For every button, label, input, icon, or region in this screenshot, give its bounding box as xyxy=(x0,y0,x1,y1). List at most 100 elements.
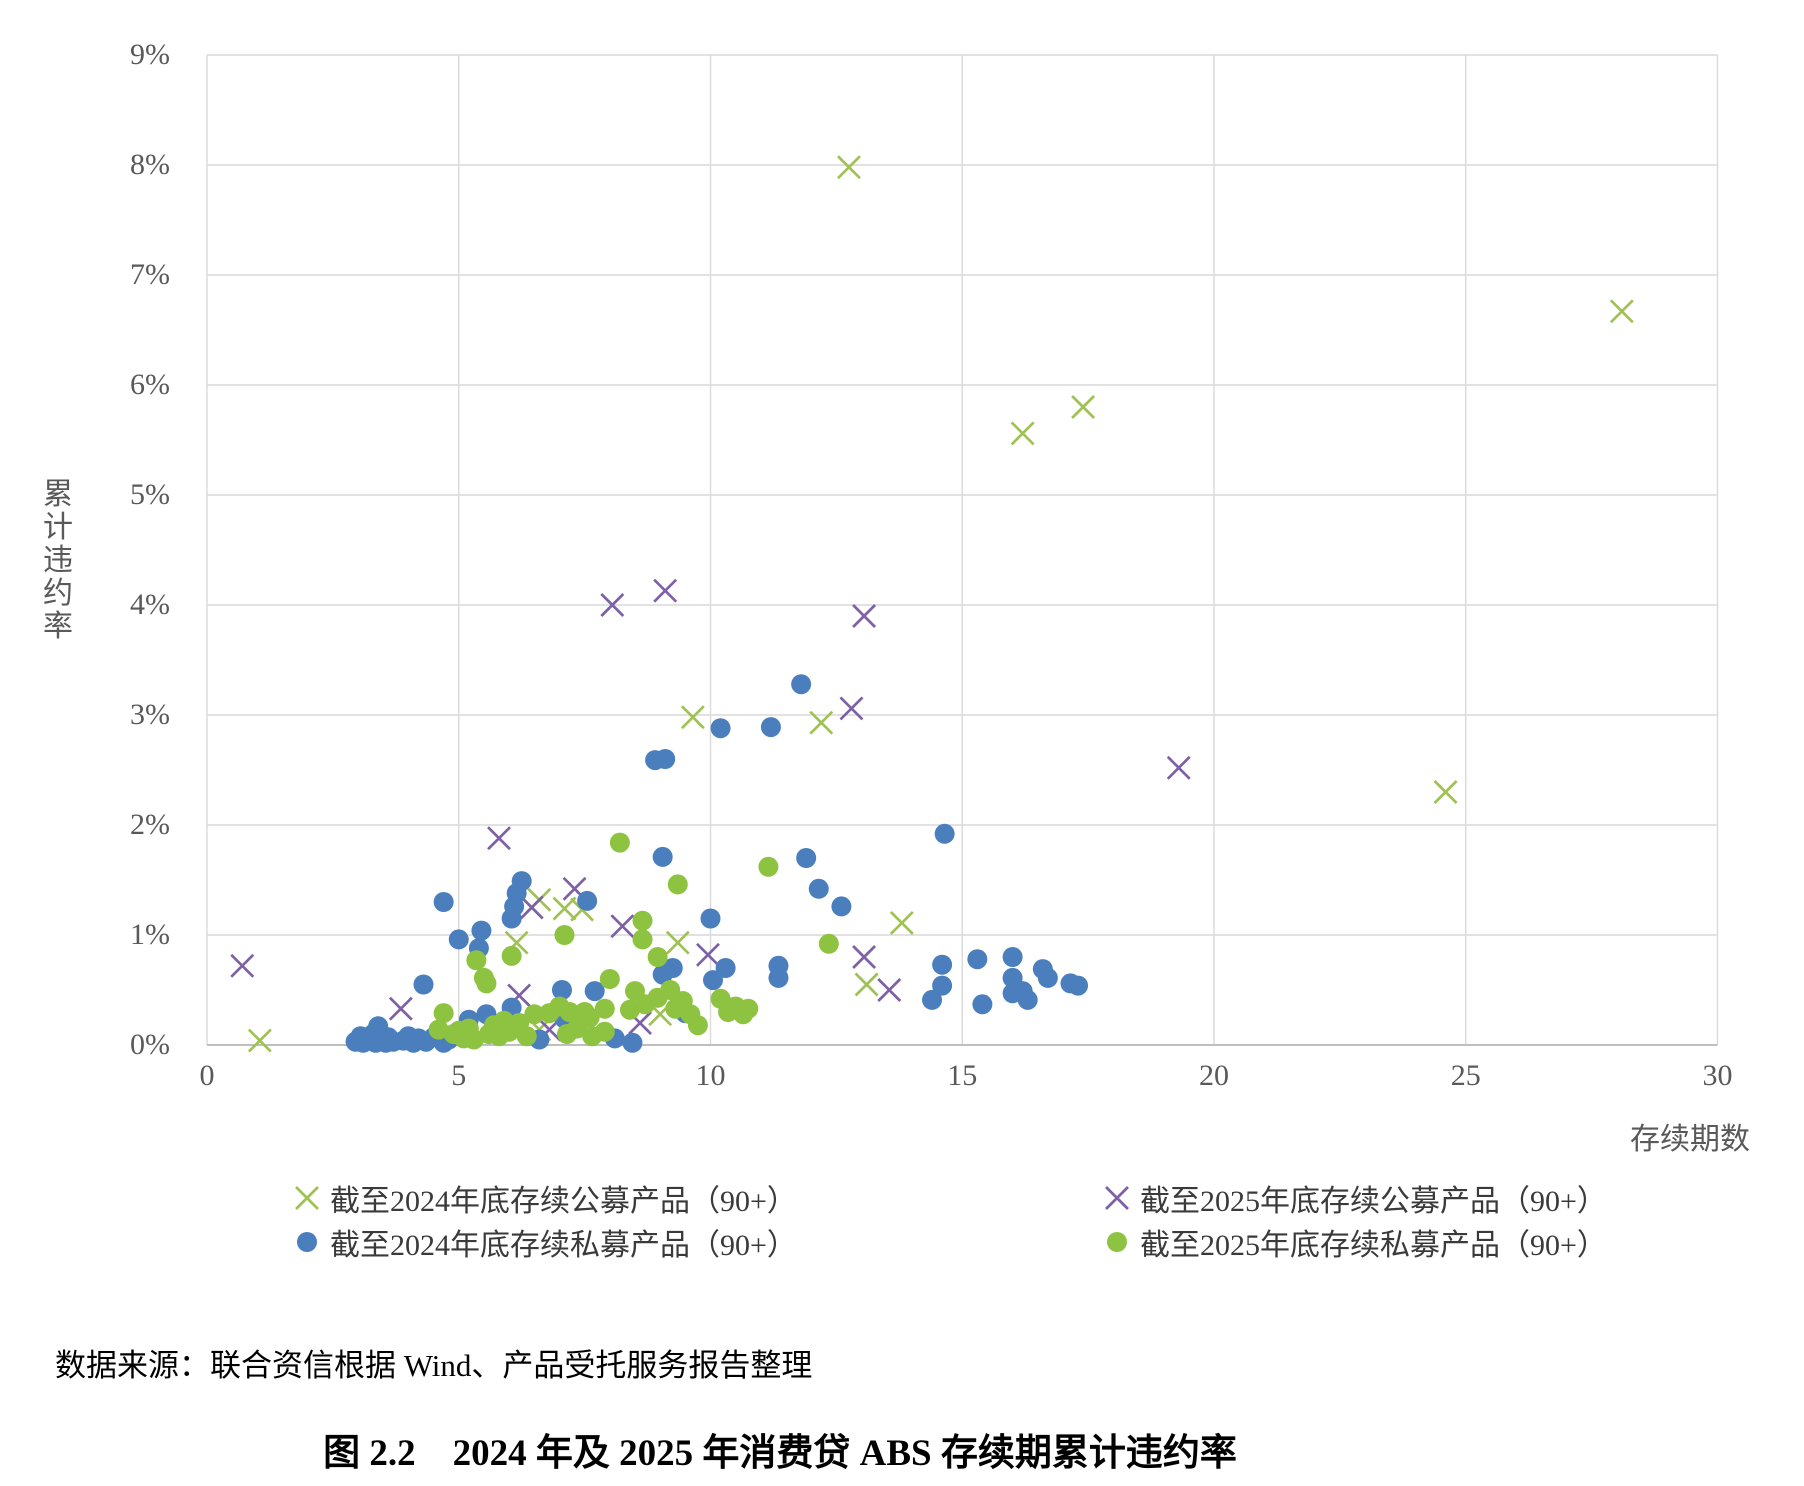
data-point-s0 xyxy=(665,930,690,955)
legend-label: 截至2024年底存续公募产品（90+） xyxy=(330,1185,797,1218)
data-point-s3 xyxy=(818,933,839,954)
data-point-s0 xyxy=(1071,395,1096,419)
data-point-s3 xyxy=(687,1015,708,1036)
x-tick-label: 10 xyxy=(695,1059,726,1092)
data-point-s0 xyxy=(889,910,914,935)
data-point-s3 xyxy=(559,1002,580,1022)
data-point-s2 xyxy=(922,989,943,1010)
data-point-s3 xyxy=(433,1003,454,1024)
y-tick-label: 8% xyxy=(130,148,170,181)
data-point-s3 xyxy=(619,999,640,1020)
x-tick-label: 0 xyxy=(199,1059,215,1092)
data-point-s1 xyxy=(487,826,511,851)
y-tick-label: 5% xyxy=(130,478,170,511)
data-point-s2 xyxy=(700,908,721,929)
data-point-s3 xyxy=(579,1007,600,1028)
data-point-s2 xyxy=(584,981,605,1002)
data-point-s3 xyxy=(599,969,620,989)
x-tick-label: 5 xyxy=(451,1059,467,1092)
data-point-s3 xyxy=(632,929,653,950)
data-point-s2 xyxy=(796,848,817,868)
data-point-s0 xyxy=(1609,299,1634,324)
x-tick-label: 15 xyxy=(947,1059,978,1092)
data-point-s3 xyxy=(609,832,630,853)
data-point-s2 xyxy=(703,970,724,991)
data-point-s2 xyxy=(511,871,532,892)
legend-item: 截至2025年底存续公募产品（90+） xyxy=(1100,1176,1607,1220)
legend-item: 截至2024年底存续私募产品（90+） xyxy=(290,1220,797,1264)
data-point-s2 xyxy=(577,890,598,911)
data-point-s3 xyxy=(466,950,487,971)
data-point-s3 xyxy=(463,1029,484,1050)
data-point-s0 xyxy=(247,1028,272,1053)
data-point-s1 xyxy=(519,895,544,920)
data-point-s1 xyxy=(1166,755,1191,780)
data-point-s1 xyxy=(877,978,902,1002)
x-tick-label: 20 xyxy=(1199,1059,1229,1092)
data-point-s1 xyxy=(610,914,635,939)
legend-x-marker xyxy=(295,1186,319,1210)
y-tick-label: 9% xyxy=(130,38,170,71)
data-point-s3 xyxy=(667,874,688,895)
data-point-s2 xyxy=(831,896,852,917)
data-point-s2 xyxy=(715,958,736,978)
data-point-s2 xyxy=(622,1032,643,1053)
legend-x-marker xyxy=(1105,1186,1129,1210)
y-axis-title: 累计违约率 xyxy=(43,478,73,643)
legend-circle-marker xyxy=(1107,1232,1127,1252)
data-point-s2 xyxy=(710,718,731,739)
data-point-s0 xyxy=(680,705,705,730)
data-point-s2 xyxy=(934,823,955,844)
data-point-s3 xyxy=(516,1026,537,1047)
legend-circle-marker xyxy=(297,1232,317,1252)
data-point-s2 xyxy=(551,980,572,1000)
data-point-s2 xyxy=(760,717,781,738)
data-point-s0 xyxy=(1010,421,1035,446)
data-point-s3 xyxy=(647,947,668,967)
data-point-s2 xyxy=(768,967,789,988)
y-tick-label: 7% xyxy=(130,258,170,291)
data-point-s0 xyxy=(854,972,879,997)
data-source-note: 数据来源：联合资信根据 Wind、产品受托服务报告整理 xyxy=(55,1348,813,1383)
x-tick-label: 25 xyxy=(1450,1059,1481,1092)
data-point-s0 xyxy=(809,710,834,735)
x-tick-label: 30 xyxy=(1702,1059,1733,1092)
data-point-s1 xyxy=(839,696,864,721)
legend-label: 截至2025年底存续公募产品（90+） xyxy=(1140,1185,1607,1218)
data-point-s1 xyxy=(852,945,877,969)
data-point-s3 xyxy=(524,1004,545,1025)
data-point-s2 xyxy=(972,994,993,1015)
data-point-s1 xyxy=(696,942,720,967)
data-point-s2 xyxy=(655,749,676,769)
data-point-s2 xyxy=(1037,967,1058,988)
data-point-s3 xyxy=(758,856,779,877)
data-point-s2 xyxy=(1002,947,1023,967)
data-point-s1 xyxy=(230,953,255,978)
data-point-s2 xyxy=(433,892,454,912)
data-point-s3 xyxy=(632,910,653,931)
data-point-s0 xyxy=(1433,780,1458,804)
legend-label: 截至2025年底存续私募产品（90+） xyxy=(1140,1229,1607,1262)
data-point-s2 xyxy=(967,949,988,970)
data-point-s2 xyxy=(1017,989,1038,1010)
y-tick-label: 3% xyxy=(130,698,170,731)
data-point-s0 xyxy=(837,155,861,180)
y-tick-label: 2% xyxy=(130,808,170,841)
data-point-s2 xyxy=(413,974,434,995)
data-point-s1 xyxy=(600,593,625,617)
data-point-s1 xyxy=(852,604,877,628)
data-point-s2 xyxy=(1068,975,1089,996)
y-tick-label: 1% xyxy=(130,918,170,951)
legend-item: 截至2025年底存续私募产品（90+） xyxy=(1100,1220,1607,1264)
scatter-plot xyxy=(206,54,1719,1053)
data-point-s3 xyxy=(594,998,615,1019)
data-point-s2 xyxy=(808,878,829,899)
data-point-s1 xyxy=(653,578,678,603)
legend-item: 截至2024年底存续公募产品（90+） xyxy=(290,1176,797,1220)
data-point-s3 xyxy=(501,945,522,966)
data-point-s2 xyxy=(791,674,812,695)
data-point-s2 xyxy=(652,846,673,867)
legend-label: 截至2024年底存续私募产品（90+） xyxy=(330,1229,797,1262)
y-tick-label: 4% xyxy=(130,588,170,621)
